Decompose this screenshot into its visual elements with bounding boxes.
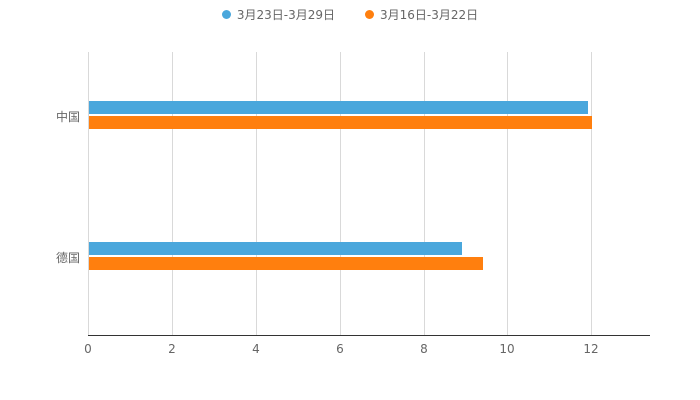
legend-label: 3月23日-3月29日 xyxy=(236,8,335,22)
x-tick-label: 0 xyxy=(84,342,92,356)
x-tick-label: 12 xyxy=(583,342,599,356)
gridline xyxy=(340,52,341,335)
category-label: 德国 xyxy=(55,251,80,265)
plot-area xyxy=(88,52,650,336)
bar-中国-series-0[interactable] xyxy=(89,101,588,114)
x-tick-label: 6 xyxy=(336,342,344,356)
bar-德国-series-0[interactable] xyxy=(89,242,462,255)
gridline xyxy=(172,52,173,335)
bar-中国-series-1[interactable] xyxy=(89,116,592,129)
bar-德国-series-1[interactable] xyxy=(89,257,483,270)
x-tick-label: 4 xyxy=(252,342,260,356)
legend-marker-icon xyxy=(221,10,231,19)
x-tick-label: 10 xyxy=(499,342,515,356)
gridline xyxy=(424,52,425,335)
x-tick-label: 8 xyxy=(420,342,428,356)
x-axis-line xyxy=(88,335,650,336)
gridline xyxy=(507,52,508,335)
chart-legend: 3月23日-3月29日 3月16日-3月22日 xyxy=(0,6,700,23)
legend-item-0[interactable]: 3月23日-3月29日 xyxy=(221,6,335,23)
x-tick-label: 2 xyxy=(168,342,176,356)
legend-marker-icon xyxy=(365,10,374,19)
gridline xyxy=(88,52,89,335)
legend-item-1[interactable]: 3月16日-3月22日 xyxy=(365,6,478,23)
gridline xyxy=(256,52,257,335)
gridline xyxy=(591,52,592,335)
category-label: 中国 xyxy=(55,110,80,124)
legend-label: 3月16日-3月22日 xyxy=(380,8,479,22)
